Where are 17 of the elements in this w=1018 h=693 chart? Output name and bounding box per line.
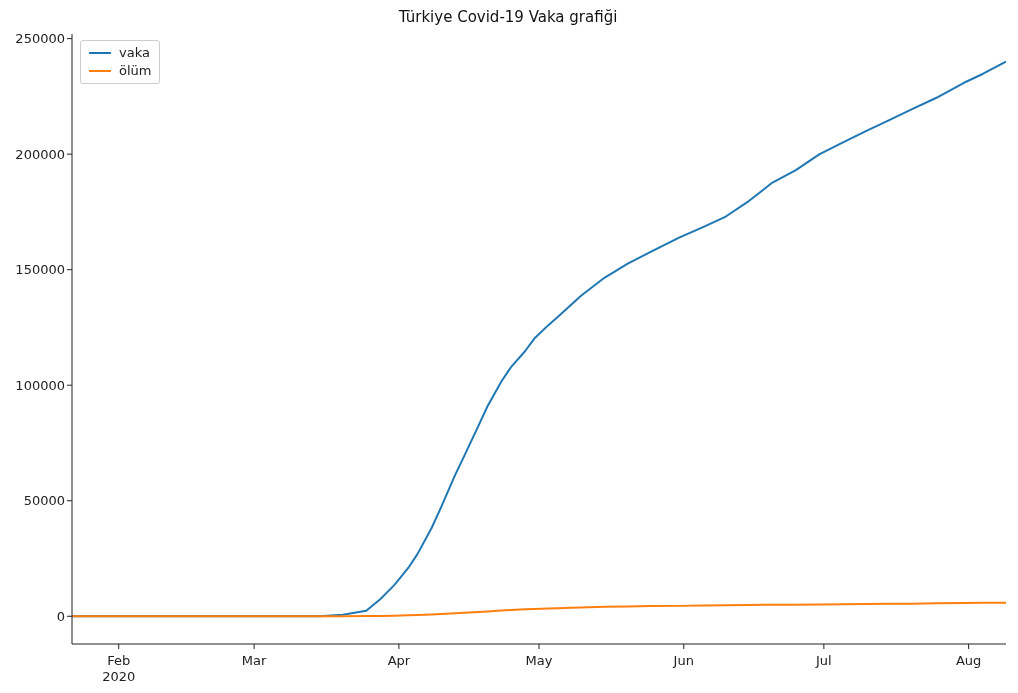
legend-label: vaka xyxy=(119,44,150,62)
y-tick-label: 50000 xyxy=(23,493,65,509)
x-tick-label: Mar xyxy=(241,653,268,668)
y-tick-label: 250000 xyxy=(15,31,65,47)
x-tick-label: Jun xyxy=(672,653,694,668)
x-tick-label: Feb 2020 xyxy=(102,653,136,684)
x-tick-label: Apr xyxy=(387,653,411,668)
y-tick-label: 100000 xyxy=(15,377,65,393)
legend-label: ölüm xyxy=(119,62,152,80)
y-tick-label: 150000 xyxy=(15,262,65,278)
y-tick-label: 200000 xyxy=(15,146,65,162)
line-series xyxy=(72,601,1006,618)
x-tick-label: Jul xyxy=(815,653,832,668)
x-tick-label: May xyxy=(525,653,553,668)
chart-title: Türkiye Covid-19 Vaka grafiği xyxy=(397,8,619,28)
x-tick-label: Aug xyxy=(955,653,982,668)
y-tick-label: 0 xyxy=(56,608,65,624)
